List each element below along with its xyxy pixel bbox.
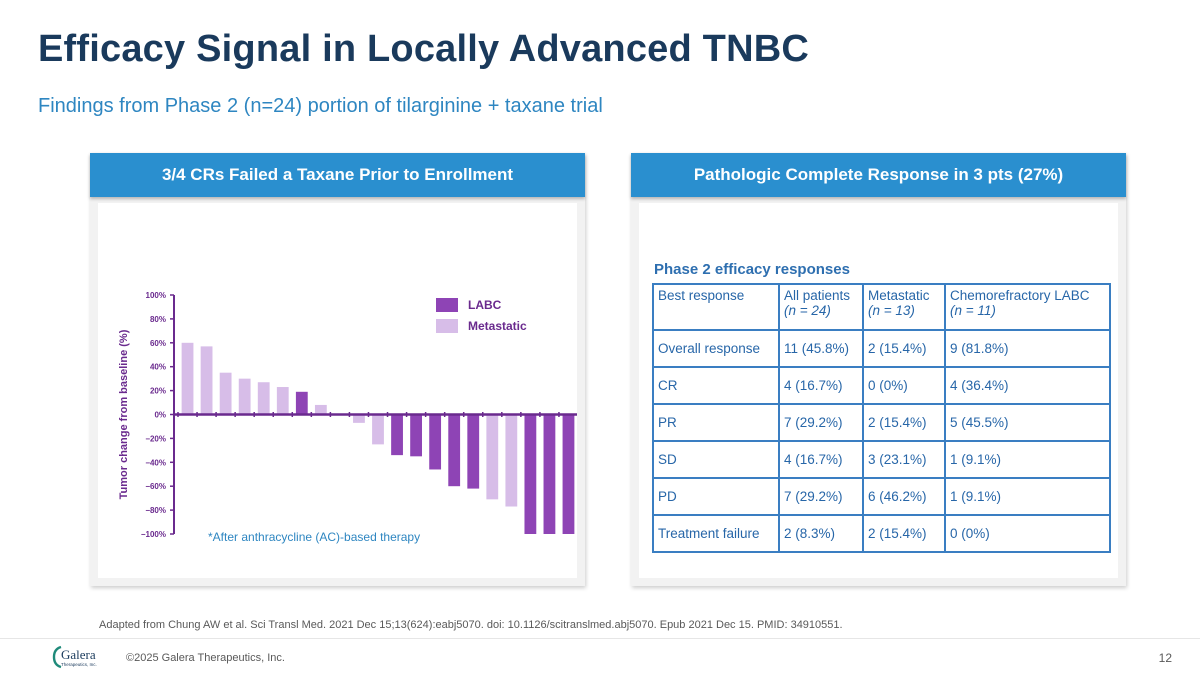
- table-title: Phase 2 efficacy responses: [654, 261, 850, 278]
- table-cell: 4 (16.7%): [778, 366, 864, 405]
- y-tick-label: 0%: [154, 411, 166, 420]
- legend-label: Metastatic: [468, 319, 527, 333]
- galera-logo: Galera Therapeutics, Inc.: [52, 645, 97, 669]
- waterfall-chart: 100% 80% 60% 40% 20% 0% −20% −40% −60% −80% −100% T…: [118, 291, 577, 539]
- table-cell: 7 (29.2%): [778, 403, 864, 442]
- waterfall-bar: [181, 342, 194, 415]
- table-cell: SD: [652, 440, 780, 479]
- table-row: CR 4 (16.7%) 0 (0%) 4 (36.4%): [652, 366, 1111, 405]
- waterfall-bar: [543, 414, 556, 534]
- response-panel: Pathologic Complete Response in 3 pts (2…: [631, 153, 1126, 586]
- waterfall-panel: 3/4 CRs Failed a Taxane Prior to Enrollm…: [90, 153, 585, 586]
- table-cell: 5 (45.5%): [944, 403, 1111, 442]
- header-label: Metastatic: [868, 288, 930, 303]
- waterfall-bar: [372, 414, 384, 445]
- header-label: Chemorefractory LABC: [950, 288, 1090, 303]
- copyright: ©2025 Galera Therapeutics, Inc.: [126, 652, 285, 664]
- legend-swatch: [436, 319, 458, 333]
- y-tick-label: 80%: [150, 315, 166, 324]
- anthracycline-footnote: *After anthracycline (AC)-based therapy: [208, 530, 421, 544]
- waterfall-panel-header: 3/4 CRs Failed a Taxane Prior to Enrollm…: [90, 153, 585, 197]
- y-tick-label: −80%: [145, 506, 166, 515]
- y-tick-label: 40%: [150, 363, 166, 372]
- slide-title: Efficacy Signal in Locally Advanced TNBC: [38, 28, 810, 70]
- y-tick-label: 100%: [146, 291, 166, 300]
- waterfall-bar: [276, 387, 289, 415]
- table-row: PD 7 (29.2%) 6 (46.2%) 1 (9.1%): [652, 477, 1111, 516]
- y-tick-label: 20%: [150, 387, 166, 396]
- waterfall-bar: [238, 378, 251, 415]
- table-cell: 11 (45.8%): [778, 329, 864, 368]
- table-cell: 4 (16.7%): [778, 440, 864, 479]
- waterfall-bar: [219, 372, 232, 415]
- y-axis-title: Tumor change from baseline (%): [118, 329, 130, 499]
- response-panel-header: Pathologic Complete Response in 3 pts (2…: [631, 153, 1126, 197]
- table-row: PR 7 (29.2%) 2 (15.4%) 5 (45.5%): [652, 403, 1111, 442]
- table-cell: 1 (9.1%): [944, 440, 1111, 479]
- table-header-cell: Chemorefractory LABC (n = 11): [944, 283, 1111, 331]
- table-cell: 6 (46.2%): [862, 477, 946, 516]
- logo-wordmark: Galera: [61, 647, 96, 662]
- table-row: SD 4 (16.7%) 3 (23.1%) 1 (9.1%): [652, 440, 1111, 479]
- table-header-cell: All patients (n = 24): [778, 283, 864, 331]
- table-cell: 4 (36.4%): [944, 366, 1111, 405]
- y-tick-label: −40%: [145, 458, 166, 467]
- table-header-cell: Best response: [652, 283, 780, 331]
- waterfall-bar: [295, 391, 308, 415]
- waterfall-bar: [391, 414, 403, 456]
- table-header-row: Best response All patients (n = 24) Meta…: [652, 283, 1111, 331]
- source-citation: Adapted from Chung AW et al. Sci Transl …: [99, 619, 843, 631]
- header-label: Best response: [658, 288, 745, 303]
- table-cell: 2 (15.4%): [862, 514, 946, 553]
- table-cell: Overall response: [652, 329, 780, 368]
- logo-subtext: Therapeutics, Inc.: [61, 662, 97, 667]
- waterfall-bar: [410, 414, 422, 457]
- legend-label: LABC: [468, 298, 502, 312]
- table-cell: PR: [652, 403, 780, 442]
- waterfall-bar: [467, 414, 480, 489]
- page-number: 12: [1158, 651, 1172, 665]
- response-table-area: Phase 2 efficacy responses Best response…: [639, 203, 1118, 578]
- table-cell: 2 (8.3%): [778, 514, 864, 553]
- waterfall-bar: [524, 414, 537, 534]
- waterfall-bar: [562, 414, 575, 534]
- waterfall-bar: [448, 414, 461, 487]
- y-tick-label: 60%: [150, 339, 166, 348]
- table-cell: 3 (23.1%): [862, 440, 946, 479]
- waterfall-bar: [200, 346, 213, 415]
- y-tick-label: −100%: [141, 530, 166, 539]
- header-label: All patients: [784, 288, 851, 303]
- legend-swatch: [436, 298, 458, 312]
- table-cell: CR: [652, 366, 780, 405]
- table-cell: 2 (15.4%): [862, 403, 946, 442]
- table-row: Treatment failure 2 (8.3%) 2 (15.4%) 0 (…: [652, 514, 1111, 553]
- waterfall-bar: [353, 414, 365, 423]
- header-sublabel: (n = 24): [784, 303, 831, 318]
- header-sublabel: (n = 11): [950, 303, 996, 318]
- waterfall-bar: [486, 414, 499, 500]
- slide-subtitle: Findings from Phase 2 (n=24) portion of …: [38, 95, 603, 117]
- table-cell: 1 (9.1%): [944, 477, 1111, 516]
- waterfall-chart-area: 100% 80% 60% 40% 20% 0% −20% −40% −60% −80% −100% T…: [98, 203, 577, 578]
- table-row: Overall response 11 (45.8%) 2 (15.4%) 9 …: [652, 329, 1111, 368]
- table-cell: 7 (29.2%): [778, 477, 864, 516]
- waterfall-bar: [505, 414, 518, 507]
- header-sublabel: (n = 13): [868, 303, 915, 318]
- table-cell: 0 (0%): [862, 366, 946, 405]
- waterfall-bar: [257, 382, 270, 415]
- y-tick-label: −60%: [145, 482, 166, 491]
- table-cell: 9 (81.8%): [944, 329, 1111, 368]
- table-cell: 2 (15.4%): [862, 329, 946, 368]
- efficacy-table: Best response All patients (n = 24) Meta…: [652, 283, 1111, 553]
- footer-divider: [0, 638, 1200, 639]
- waterfall-bar: [314, 404, 327, 415]
- table-cell: PD: [652, 477, 780, 516]
- table-cell: 0 (0%): [944, 514, 1111, 553]
- table-cell: Treatment failure: [652, 514, 780, 553]
- waterfall-bar: [429, 414, 442, 470]
- table-header-cell: Metastatic (n = 13): [862, 283, 946, 331]
- y-tick-label: −20%: [145, 434, 166, 443]
